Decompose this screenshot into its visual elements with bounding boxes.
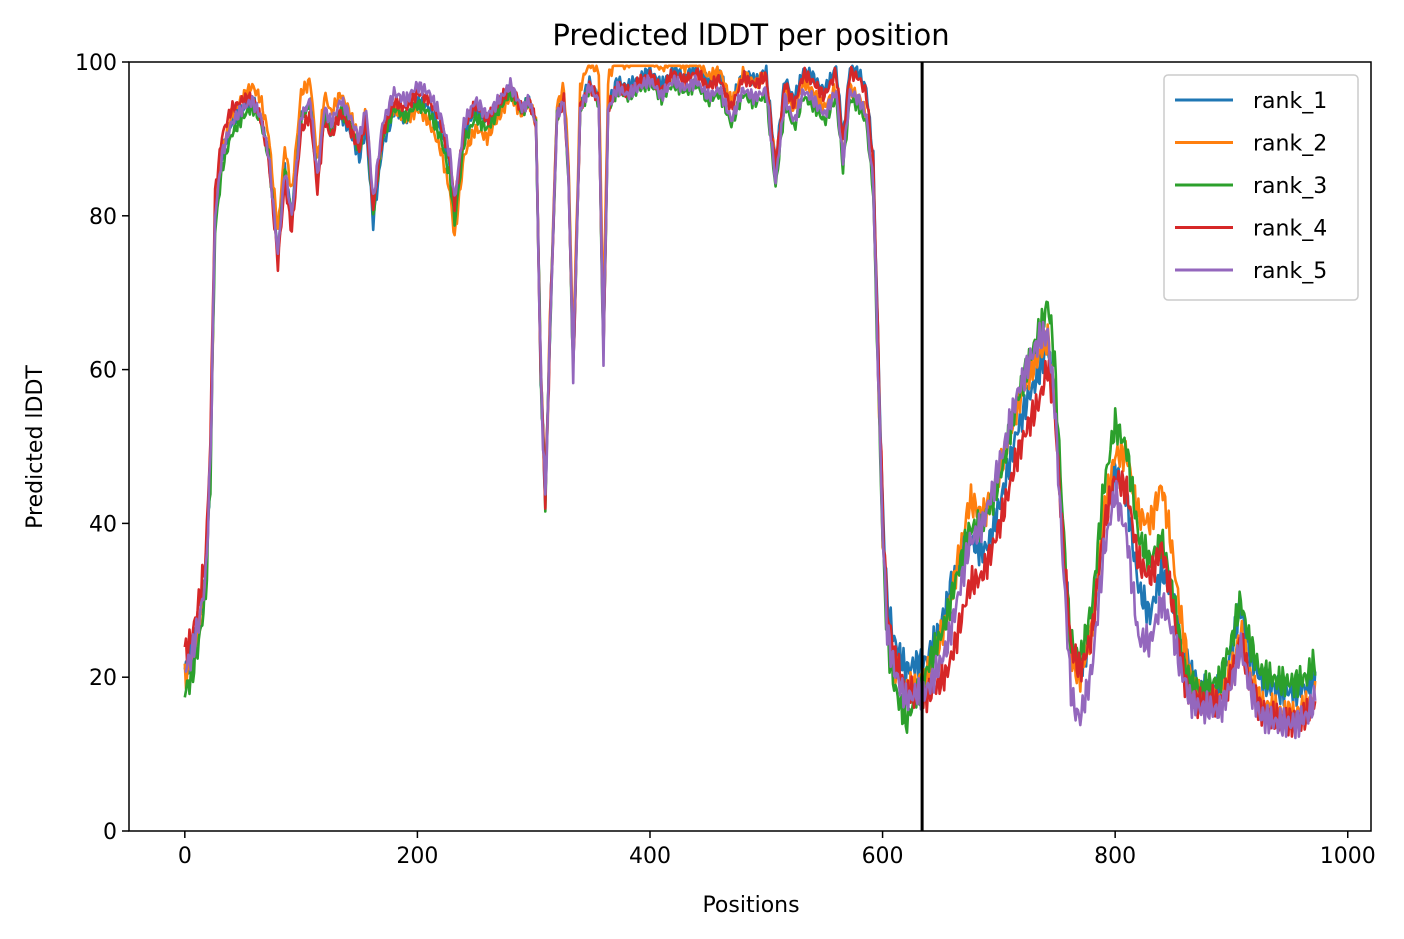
series-line-rank_5 [184,74,1317,740]
x-tick-label: 0 [178,844,192,869]
legend-box [1163,74,1359,301]
y-axis-label: Predicted lDDT [23,365,48,529]
x-tick-label: 200 [396,844,438,869]
legend-label-rank_5: rank_5 [1253,259,1327,284]
x-tick-label: 400 [629,844,671,869]
series-layer [183,64,1317,740]
series-line-rank_4 [183,65,1317,738]
y-tick-label: 60 [89,359,117,384]
y-tick-label: 20 [89,666,117,691]
x-tick-label: 1000 [1320,844,1376,869]
x-tick-label: 600 [862,844,904,869]
y-tick-label: 40 [89,512,117,537]
legend-label-rank_3: rank_3 [1253,174,1327,199]
y-tick-label: 0 [103,820,117,845]
legend: rank_1 rank_2 rank_3 rank_4 rank_5 [1163,74,1359,301]
x-axis-label: Positions [702,893,799,918]
legend-label-rank_2: rank_2 [1253,132,1327,157]
plot-frame [128,61,1372,832]
y-axis: 0 20 40 60 80 100 [75,51,129,845]
chart-title: Predicted lDDT per position [552,18,949,52]
y-tick-label: 100 [75,51,117,76]
legend-label-rank_1: rank_1 [1253,89,1327,114]
x-tick-label: 800 [1094,844,1136,869]
y-tick-label: 80 [89,205,117,230]
x-axis: 0 200 400 600 800 1000 [178,831,1376,869]
legend-label-rank_4: rank_4 [1253,217,1327,242]
